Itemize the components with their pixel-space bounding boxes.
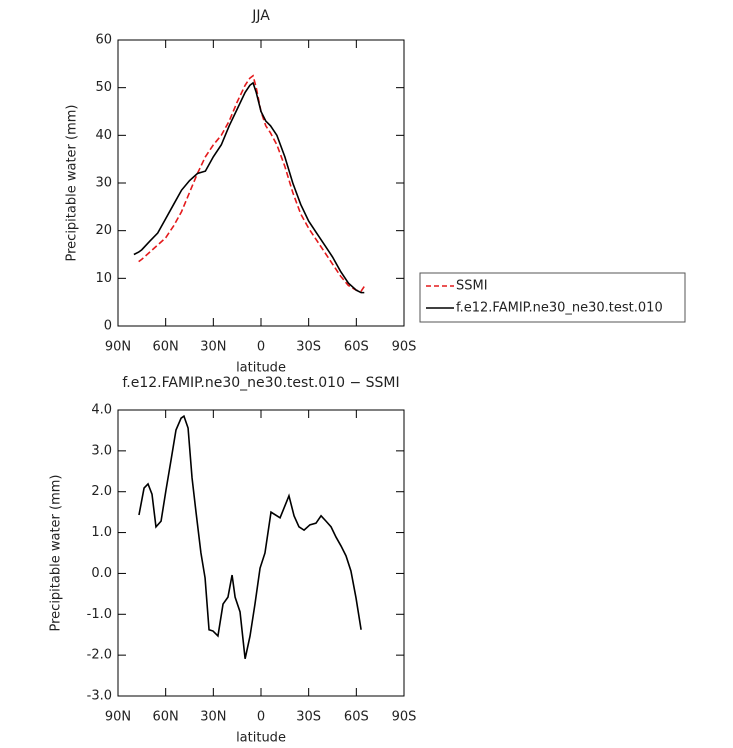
y-tick-label: -1.0 (87, 607, 112, 622)
y-tick-label: 0.0 (91, 566, 112, 581)
y-tick-label: -3.0 (87, 689, 112, 704)
x-tick-label: 60N (153, 340, 179, 355)
plot-frame (117, 409, 405, 697)
x-axis-label: latitude (236, 361, 286, 376)
data-line (138, 74, 365, 293)
x-tick-label: 0 (257, 710, 265, 725)
x-tick-label: 90N (105, 710, 131, 725)
x-tick-label: 60S (344, 710, 369, 725)
y-tick-label: 60 (95, 33, 112, 48)
x-tick-label: 60S (344, 340, 369, 355)
y-tick-label: 30 (95, 176, 112, 191)
y-tick-label: 4.0 (91, 403, 112, 418)
y-tick-label: 3.0 (91, 443, 112, 458)
y-tick-label: -2.0 (87, 648, 112, 663)
x-tick-label: 60N (153, 710, 179, 725)
data-line (138, 414, 362, 659)
y-tick-label: 2.0 (91, 484, 112, 499)
x-tick-label: 30N (200, 340, 226, 355)
x-tick-label: 0 (257, 340, 265, 355)
plot-frame (117, 39, 405, 327)
x-tick-label: 90S (392, 340, 417, 355)
data-line (133, 81, 365, 294)
y-tick-label: 40 (95, 128, 112, 143)
x-tick-label: 90S (392, 710, 417, 725)
chart-title: JJA (251, 8, 270, 24)
x-tick-label: 30S (296, 710, 321, 725)
legend-label: SSMI (456, 279, 488, 294)
chart-title: f.e12.FAMIP.ne30_ne30.test.010 − SSMI (122, 375, 399, 391)
y-tick-label: 20 (95, 223, 112, 238)
y-tick-label: 10 (95, 271, 112, 286)
y-tick-label: 0 (104, 319, 112, 334)
y-axis-label: Precipitable water (mm) (65, 105, 80, 262)
y-tick-label: 50 (95, 80, 112, 95)
y-tick-label: 1.0 (91, 525, 112, 540)
x-tick-label: 30S (296, 340, 321, 355)
y-axis-label: Precipitable water (mm) (49, 475, 64, 632)
x-tick-label: 30N (200, 710, 226, 725)
x-axis-label: latitude (236, 731, 286, 746)
legend-label: f.e12.FAMIP.ne30_ne30.test.010 (456, 301, 663, 316)
legend-box (419, 272, 686, 323)
x-tick-label: 90N (105, 340, 131, 355)
